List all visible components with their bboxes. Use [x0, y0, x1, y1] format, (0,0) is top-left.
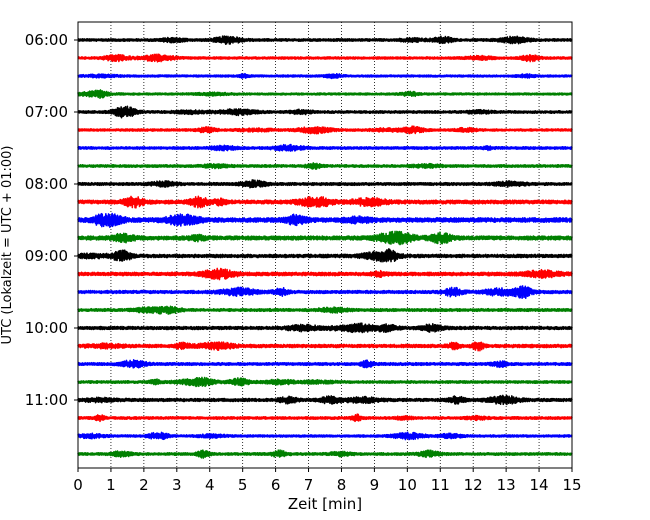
y-tick-label: 08:00: [25, 175, 68, 193]
y-tick-label: 10:00: [25, 319, 68, 337]
x-axis-ticks: 0 1 2 3 4 5 6 7 8 9 10 11 12 13 14 15: [73, 468, 582, 494]
x-tick-label: 4: [205, 476, 215, 494]
seismogram-trace: [77, 376, 573, 388]
y-axis-ticks: 06:00 07:00 08:00 09:00 10:00 11:00: [25, 31, 78, 409]
seismogram-trace: [77, 89, 573, 99]
seismogram-trace: [77, 305, 573, 315]
y-tick-label: 06:00: [25, 31, 68, 49]
seismogram-trace: [77, 105, 573, 119]
x-tick-label: 0: [73, 476, 83, 494]
x-tick-label: 7: [304, 476, 314, 494]
x-tick-label: 11: [431, 476, 450, 494]
y-tick-label: 07:00: [25, 103, 68, 121]
y-axis-label: UTC (Lokalzeit = UTC + 01:00): [0, 146, 15, 345]
seismogram-trace: [77, 394, 573, 406]
seismogram-trace: [77, 230, 573, 246]
seismogram-trace: [77, 179, 573, 189]
seismogram-trace: [77, 413, 573, 423]
x-tick-label: 13: [497, 476, 516, 494]
x-tick-label: 6: [271, 476, 281, 494]
seismogram-trace: [77, 53, 573, 63]
seismogram-trace: [77, 322, 573, 334]
seismogram-trace: [77, 143, 573, 152]
x-tick-label: 2: [139, 476, 149, 494]
x-tick-label: 5: [238, 476, 248, 494]
x-tick-label: 15: [562, 476, 581, 494]
x-tick-label: 12: [464, 476, 483, 494]
x-tick-label: 8: [337, 476, 347, 494]
seismogram-trace: [77, 125, 573, 135]
x-tick-label: 14: [530, 476, 549, 494]
x-axis-label: Zeit [min]: [288, 495, 362, 513]
seismogram-trace: [77, 431, 573, 441]
seismogram-trace: [77, 341, 573, 352]
seismogram-trace: [77, 449, 573, 459]
seismogram-trace: [77, 248, 573, 263]
plot-frame: [77, 21, 573, 469]
seismogram-trace: [77, 72, 573, 80]
y-tick-label: 09:00: [25, 247, 68, 265]
traces: [77, 35, 573, 459]
seismogram-trace: [77, 162, 573, 170]
x-tick-label: 1: [106, 476, 116, 494]
seismogram-trace: [77, 359, 573, 369]
x-tick-label: 9: [370, 476, 380, 494]
seismogram-trace: [77, 35, 573, 45]
seismogram-trace: [77, 212, 573, 229]
x-tick-label: 3: [172, 476, 182, 494]
y-tick-label: 11:00: [25, 391, 68, 409]
seismogram-trace: [77, 195, 573, 209]
x-tick-label: 10: [398, 476, 417, 494]
seismogram-trace: [77, 267, 573, 281]
seismogram-trace: [77, 285, 573, 300]
gridlines: [110, 22, 540, 468]
